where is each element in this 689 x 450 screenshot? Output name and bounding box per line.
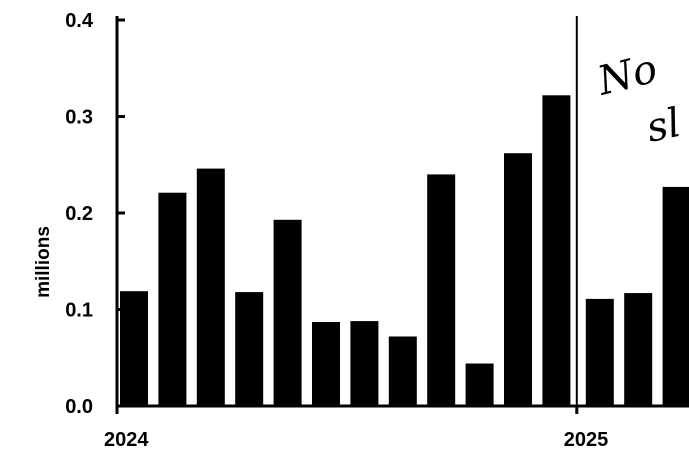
y-tick-label: 0.2 (65, 203, 93, 225)
bars-group (120, 95, 689, 407)
bar (585, 298, 614, 406)
bar (504, 153, 532, 406)
y-tick-label: 0.0 (65, 396, 93, 418)
x-tick-label: 2025 (564, 429, 609, 450)
bar (624, 293, 653, 406)
annotation-line-2: sl (643, 100, 685, 152)
bar (312, 322, 340, 406)
x-tick-labels: 2024 2025 (104, 429, 608, 450)
bar (235, 292, 264, 406)
bar (465, 363, 494, 406)
bar (158, 192, 187, 406)
bar (542, 95, 571, 407)
y-tick-label: 0.3 (65, 107, 93, 129)
bar (427, 174, 456, 406)
bar (273, 219, 302, 406)
bar (196, 168, 225, 406)
y-axis-title: millions (33, 226, 54, 298)
handwritten-annotation: No sl (592, 46, 684, 152)
axes-group (115, 16, 689, 414)
y-tick-labels: 0.0 0.1 0.2 0.3 0.4 (65, 10, 94, 418)
annotation-line-1: No (592, 46, 661, 105)
y-tick-label: 0.4 (65, 10, 94, 32)
y-tick-label: 0.1 (65, 300, 93, 322)
bar (388, 336, 417, 406)
x-tick-label: 2024 (104, 429, 149, 450)
bar (662, 186, 689, 406)
bar (350, 321, 379, 406)
